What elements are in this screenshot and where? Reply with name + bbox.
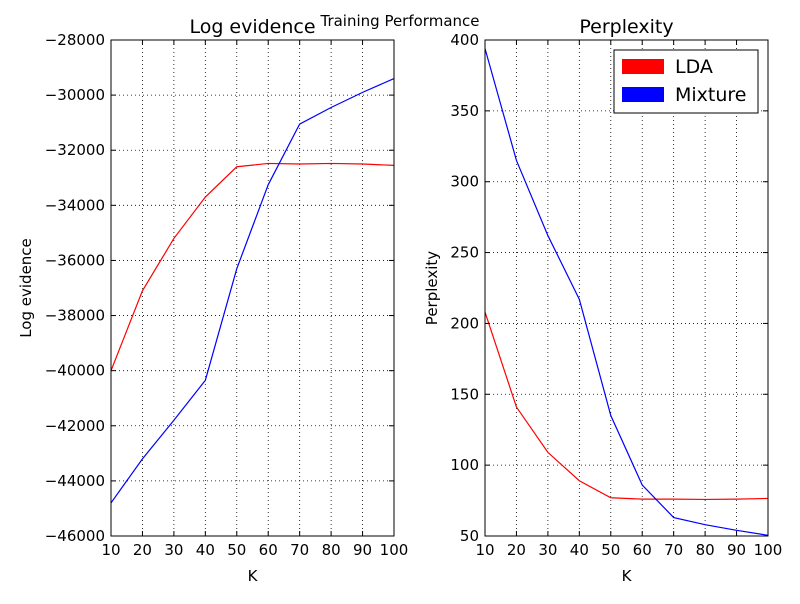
chart-1-y-tick-label: 300 (450, 173, 479, 191)
chart-1-title: Perplexity (579, 16, 673, 38)
chart-0-x-tick-label: 10 (101, 541, 120, 559)
chart-1-x-tick-label: 90 (727, 541, 746, 559)
chart-0-series-mixture (110, 78, 395, 504)
chart-0-x-tick-label: 80 (322, 541, 341, 559)
chart-0-y-tick-label: −46000 (45, 527, 105, 545)
chart-1-y-tick-label: 200 (450, 314, 479, 332)
chart-1-y-axis-label: Perplexity (423, 251, 441, 325)
chart-1-y-tick-label: 100 (450, 456, 479, 474)
chart-1-x-tick-label: 80 (696, 541, 715, 559)
chart-0-axes-frame (110, 39, 395, 537)
figure-suptitle: Training Performance (319, 12, 479, 30)
chart-0-x-tick-label: 70 (290, 541, 309, 559)
chart-0-x-axis-label: K (248, 567, 259, 585)
chart-1-legend-swatch-lda (622, 59, 664, 74)
chart-1-y-tick-label: 250 (450, 244, 479, 262)
chart-0-y-tick-label: −32000 (45, 141, 105, 159)
chart-0-x-tick-label: 60 (259, 541, 278, 559)
chart-1-x-tick-label: 60 (633, 541, 652, 559)
chart-1-x-tick-label: 30 (538, 541, 557, 559)
chart-0-series-lda (110, 162, 395, 371)
chart-0-y-tick-label: −42000 (45, 417, 105, 435)
chart-1-y-tick-label: 400 (450, 31, 479, 49)
chart-0-x-tick-label: 50 (227, 541, 246, 559)
chart-0-y-tick-label: −38000 (45, 307, 105, 325)
chart-0-x-tick-label: 30 (164, 541, 183, 559)
chart-1-x-axis-label: K (622, 567, 633, 585)
chart-1-x-tick-label: 20 (507, 541, 526, 559)
chart-0-y-tick-label: −28000 (45, 31, 105, 49)
chart-1-series-mixture (484, 48, 769, 536)
chart-1-x-tick-label: 10 (475, 541, 494, 559)
chart-0-y-tick-label: −34000 (45, 196, 105, 214)
chart-1-x-tick-label: 50 (601, 541, 620, 559)
chart-1-y-tick-label: 150 (450, 385, 479, 403)
subplot-perplexity: 10 20 30 40 50 60 70 80 90 100 50 100 150 200 250 300 35… (423, 16, 782, 585)
chart-1-y-tick-label: 350 (450, 102, 479, 120)
chart-0-y-tick-label: −30000 (45, 86, 105, 104)
chart-0-title: Log evidence (189, 16, 315, 38)
chart-1-legend: LDA Mixture (613, 49, 759, 114)
chart-0-y-axis-label: Log evidence (17, 238, 35, 338)
chart-1-legend-label-lda: LDA (675, 56, 713, 78)
chart-0-y-tick-label: −36000 (45, 251, 105, 269)
chart-0-x-tick-label: 100 (380, 541, 409, 559)
chart-0-x-tick-label: 20 (133, 541, 152, 559)
chart-0-y-tick-label: −44000 (45, 472, 105, 490)
chart-0-y-tick-label: −40000 (45, 362, 105, 380)
chart-1-legend-label-mixture: Mixture (675, 84, 747, 106)
chart-1-y-tick-label: 50 (460, 527, 479, 545)
chart-0-x-tick-label: 90 (353, 541, 372, 559)
chart-1-legend-swatch-mixture (622, 87, 664, 102)
chart-1-x-tick-label: 100 (754, 541, 783, 559)
chart-1-x-tick-label: 70 (664, 541, 683, 559)
chart-1-axes-frame (484, 39, 769, 537)
chart-0-x-tick-label: 40 (196, 541, 215, 559)
chart-1-series-lda (484, 311, 769, 501)
chart-1-x-tick-label: 40 (570, 541, 589, 559)
subplot-log-evidence: 10 20 30 40 50 60 70 80 90 100 −46000 −44000 −42000 −… (17, 16, 408, 585)
